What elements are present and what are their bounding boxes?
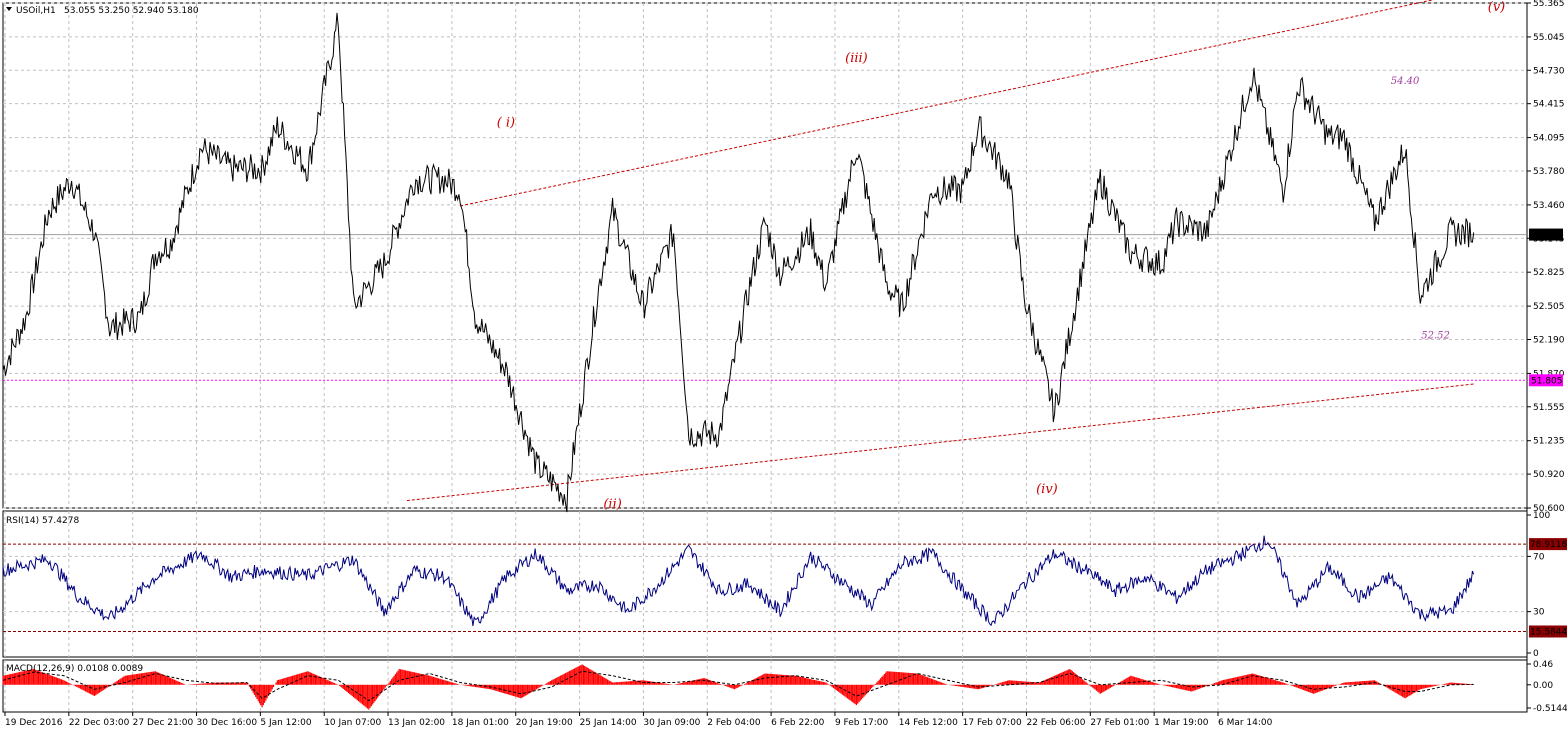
macd-title: MACD(12,26,9) 0.0108 0.0089 xyxy=(6,664,143,674)
x-tick-label: 27 Dec 21:00 xyxy=(133,718,194,728)
rsi-line xyxy=(2,535,1475,627)
x-tick-label: 14 Feb 12:00 xyxy=(899,718,958,728)
price-y-tick-label: 54.415 xyxy=(1533,100,1565,110)
horizontal-level-label: 51.805 xyxy=(1531,376,1563,386)
rsi-y-tick-label: 100 xyxy=(1533,511,1550,521)
price-series-line xyxy=(2,12,1475,513)
price-y-tick-label: 51.555 xyxy=(1533,403,1565,413)
x-tick-label: 5 Jan 12:00 xyxy=(260,718,312,728)
wave-label: (ii) xyxy=(603,497,621,512)
price-y-tick-label: 51.235 xyxy=(1533,437,1565,447)
rsi-level-tag xyxy=(1529,538,1567,551)
price-y-tick-label: 52.825 xyxy=(1533,268,1565,278)
macd-y-tick-label: 0.00 xyxy=(1533,681,1553,691)
rsi-level-label: 15.5844 xyxy=(1530,627,1567,637)
macd-y-tick-label: -0.5144 xyxy=(1533,704,1567,714)
price-y-tick-label: 52.190 xyxy=(1533,335,1565,345)
main-panel-frame xyxy=(2,2,1528,509)
rsi-panel-frame xyxy=(2,510,1528,658)
price-y-tick-label: 52.505 xyxy=(1533,302,1565,312)
wave-label: ( i) xyxy=(497,115,515,130)
wave-label: (v) xyxy=(1488,0,1506,15)
chart-title: USOil,H1 xyxy=(16,6,56,16)
x-tick-label: 30 Jan 09:00 xyxy=(643,718,700,728)
x-tick-label: 30 Dec 16:00 xyxy=(197,718,258,728)
trendline-upper xyxy=(460,0,1435,207)
x-tick-label: 25 Jan 14:00 xyxy=(580,718,637,728)
price-y-tick-label: 54.730 xyxy=(1533,66,1565,76)
macd-signal-line xyxy=(2,670,1474,702)
x-tick-label: 22 Dec 03:00 xyxy=(69,718,130,728)
price-y-tick-label: 50.600 xyxy=(1533,504,1565,514)
x-tick-label: 6 Feb 22:00 xyxy=(771,718,825,728)
price-y-tick-label: 55.045 xyxy=(1533,33,1565,43)
rsi-y-tick-label: 70 xyxy=(1533,552,1545,562)
current-price-tag xyxy=(1529,228,1563,241)
x-tick-label: 9 Feb 17:00 xyxy=(835,718,889,728)
wave-label: (iv) xyxy=(1036,482,1058,497)
x-tick-label: 27 Feb 01:00 xyxy=(1090,718,1149,728)
price-level-label: 54.40 xyxy=(1391,76,1420,87)
x-tick-label: 18 Jan 01:00 xyxy=(452,718,509,728)
ohlc-header: 53.055 53.250 52.940 53.180 xyxy=(64,6,199,16)
rsi-level-label: 78.9116 xyxy=(1530,540,1567,550)
x-tick-label: 20 Jan 19:00 xyxy=(516,718,573,728)
x-tick-label: 10 Jan 07:00 xyxy=(324,718,381,728)
current-price-label: 53.180 xyxy=(1531,231,1563,241)
horizontal-level-tag xyxy=(1529,374,1563,387)
price-y-tick-label: 53.780 xyxy=(1533,167,1565,177)
rsi-title: RSI(14) 57.4278 xyxy=(6,516,79,526)
trendline-lower xyxy=(406,383,1474,502)
x-tick-label: 1 Mar 19:00 xyxy=(1154,718,1209,728)
rsi-y-tick-label: 30 xyxy=(1533,608,1545,618)
macd-y-tick-label: 0.46 xyxy=(1533,660,1553,670)
price-y-tick-label: 50.920 xyxy=(1533,470,1565,480)
price-y-tick-label: 53.460 xyxy=(1533,201,1565,211)
x-tick-label: 6 Mar 14:00 xyxy=(1218,718,1273,728)
x-tick-label: 17 Feb 07:00 xyxy=(963,718,1022,728)
rsi-level-tag xyxy=(1529,625,1567,638)
wave-label: (iii) xyxy=(845,51,868,66)
rsi-y-tick-label: 0 xyxy=(1533,649,1539,659)
x-tick-label: 22 Feb 06:00 xyxy=(1026,718,1085,728)
x-tick-label: 2 Feb 04:00 xyxy=(707,718,761,728)
price-y-tick-label: 55.365 xyxy=(1533,0,1565,9)
x-tick-label: 19 Dec 2016 xyxy=(5,718,63,728)
x-tick-label: 13 Jan 02:00 xyxy=(388,718,445,728)
price-level-label: 52.52 xyxy=(1421,330,1450,341)
price-y-tick-label: 54.095 xyxy=(1533,134,1565,144)
chart-menu-arrow-icon xyxy=(6,7,12,11)
